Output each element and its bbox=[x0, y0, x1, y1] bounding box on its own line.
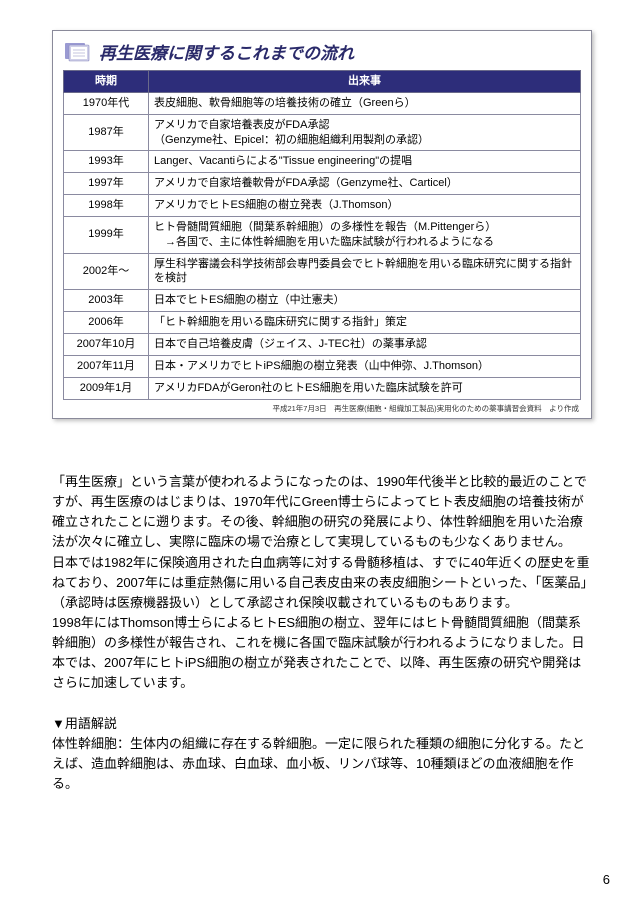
cell-period: 2007年10月 bbox=[64, 333, 149, 355]
timeline-body: 1970年代表皮細胞、軟骨細胞等の培養技術の確立（Greenら）1987年アメリ… bbox=[64, 92, 581, 399]
table-row: 2006年「ヒト幹細胞を用いる臨床研究に関する指針」策定 bbox=[64, 312, 581, 334]
page-number: 6 bbox=[603, 872, 610, 887]
body-section: 「再生医療」という言葉が使われるようになったのは、1990年代後半と比較的最近の… bbox=[52, 472, 592, 794]
cell-period: 1997年 bbox=[64, 173, 149, 195]
table-row: 1999年ヒト骨髄間質細胞（間葉系幹細胞）の多様性を報告（M.Pittenger… bbox=[64, 216, 581, 253]
body-para-3: 1998年にはThomson博士らによるヒトES細胞の樹立、翌年にはヒト骨髄間質… bbox=[52, 613, 592, 694]
cell-event: アメリカで自家培養表皮がFDA承認（Genzyme社、Epicel：初の細胞組織… bbox=[149, 114, 581, 151]
cell-event: 厚生科学審議会科学技術部会専門委員会でヒト幹細胞を用いる臨床研究に関する指針を検… bbox=[149, 253, 581, 290]
cell-event: 日本・アメリカでヒトiPS細胞の樹立発表（山中伸弥、J.Thomson） bbox=[149, 355, 581, 377]
cell-period: 1999年 bbox=[64, 216, 149, 253]
book-icon bbox=[63, 41, 91, 63]
source-note: 平成21年7月3日 再生医療(細胞・組織加工製品)実用化のための薬事講習会資料 … bbox=[63, 400, 581, 414]
cell-period: 2002年〜 bbox=[64, 253, 149, 290]
cell-event: ヒト骨髄間質細胞（間葉系幹細胞）の多様性を報告（M.Pittengerら） →各… bbox=[149, 216, 581, 253]
cell-period: 2009年1月 bbox=[64, 377, 149, 399]
cell-event: アメリカでヒトES細胞の樹立発表（J.Thomson） bbox=[149, 195, 581, 217]
cell-event: 日本で自己培養皮膚（ジェイス、J-TEC社）の薬事承認 bbox=[149, 333, 581, 355]
cell-period: 2003年 bbox=[64, 290, 149, 312]
cell-event: Langer、Vacantiらによる"Tissue engineering"の提… bbox=[149, 151, 581, 173]
col-header-event: 出来事 bbox=[149, 71, 581, 93]
table-row: 1987年アメリカで自家培養表皮がFDA承認（Genzyme社、Epicel：初… bbox=[64, 114, 581, 151]
table-row: 2009年1月アメリカFDAがGeron社のヒトES細胞を用いた臨床試験を許可 bbox=[64, 377, 581, 399]
page: 再生医療に関するこれまでの流れ 時期 出来事 1970年代表皮細胞、軟骨細胞等の… bbox=[0, 0, 640, 905]
frame-title-row: 再生医療に関するこれまでの流れ bbox=[63, 39, 581, 64]
table-row: 2003年日本でヒトES細胞の樹立（中辻憲夫） bbox=[64, 290, 581, 312]
glossary-heading: ▼用語解説 bbox=[52, 714, 592, 734]
frame-title: 再生医療に関するこれまでの流れ bbox=[99, 39, 354, 64]
col-header-period: 時期 bbox=[64, 71, 149, 93]
cell-event: 「ヒト幹細胞を用いる臨床研究に関する指針」策定 bbox=[149, 312, 581, 334]
cell-period: 2007年11月 bbox=[64, 355, 149, 377]
cell-event: アメリカで自家培養軟骨がFDA承認（Genzyme社、Carticel） bbox=[149, 173, 581, 195]
cell-event: 日本でヒトES細胞の樹立（中辻憲夫） bbox=[149, 290, 581, 312]
cell-event: アメリカFDAがGeron社のヒトES細胞を用いた臨床試験を許可 bbox=[149, 377, 581, 399]
table-row: 1993年Langer、Vacantiらによる"Tissue engineeri… bbox=[64, 151, 581, 173]
table-row: 2007年11月日本・アメリカでヒトiPS細胞の樹立発表（山中伸弥、J.Thom… bbox=[64, 355, 581, 377]
body-para-2: 日本では1982年に保険適用された白血病等に対する骨髄移植は、すでに40年近くの… bbox=[52, 553, 592, 613]
cell-event: 表皮細胞、軟骨細胞等の培養技術の確立（Greenら） bbox=[149, 92, 581, 114]
table-row: 1998年アメリカでヒトES細胞の樹立発表（J.Thomson） bbox=[64, 195, 581, 217]
timeline-table: 時期 出来事 1970年代表皮細胞、軟骨細胞等の培養技術の確立（Greenら）1… bbox=[63, 70, 581, 400]
table-row: 1997年アメリカで自家培養軟骨がFDA承認（Genzyme社、Carticel… bbox=[64, 173, 581, 195]
cell-period: 2006年 bbox=[64, 312, 149, 334]
body-para-1: 「再生医療」という言葉が使われるようになったのは、1990年代後半と比較的最近の… bbox=[52, 472, 592, 553]
cell-period: 1993年 bbox=[64, 151, 149, 173]
timeline-frame: 再生医療に関するこれまでの流れ 時期 出来事 1970年代表皮細胞、軟骨細胞等の… bbox=[52, 30, 592, 419]
table-row: 1970年代表皮細胞、軟骨細胞等の培養技術の確立（Greenら） bbox=[64, 92, 581, 114]
cell-period: 1987年 bbox=[64, 114, 149, 151]
cell-period: 1998年 bbox=[64, 195, 149, 217]
table-row: 2007年10月日本で自己培養皮膚（ジェイス、J-TEC社）の薬事承認 bbox=[64, 333, 581, 355]
table-row: 2002年〜厚生科学審議会科学技術部会専門委員会でヒト幹細胞を用いる臨床研究に関… bbox=[64, 253, 581, 290]
cell-period: 1970年代 bbox=[64, 92, 149, 114]
glossary-body: 体性幹細胞：生体内の組織に存在する幹細胞。一定に限られた種類の細胞に分化する。た… bbox=[52, 734, 592, 794]
